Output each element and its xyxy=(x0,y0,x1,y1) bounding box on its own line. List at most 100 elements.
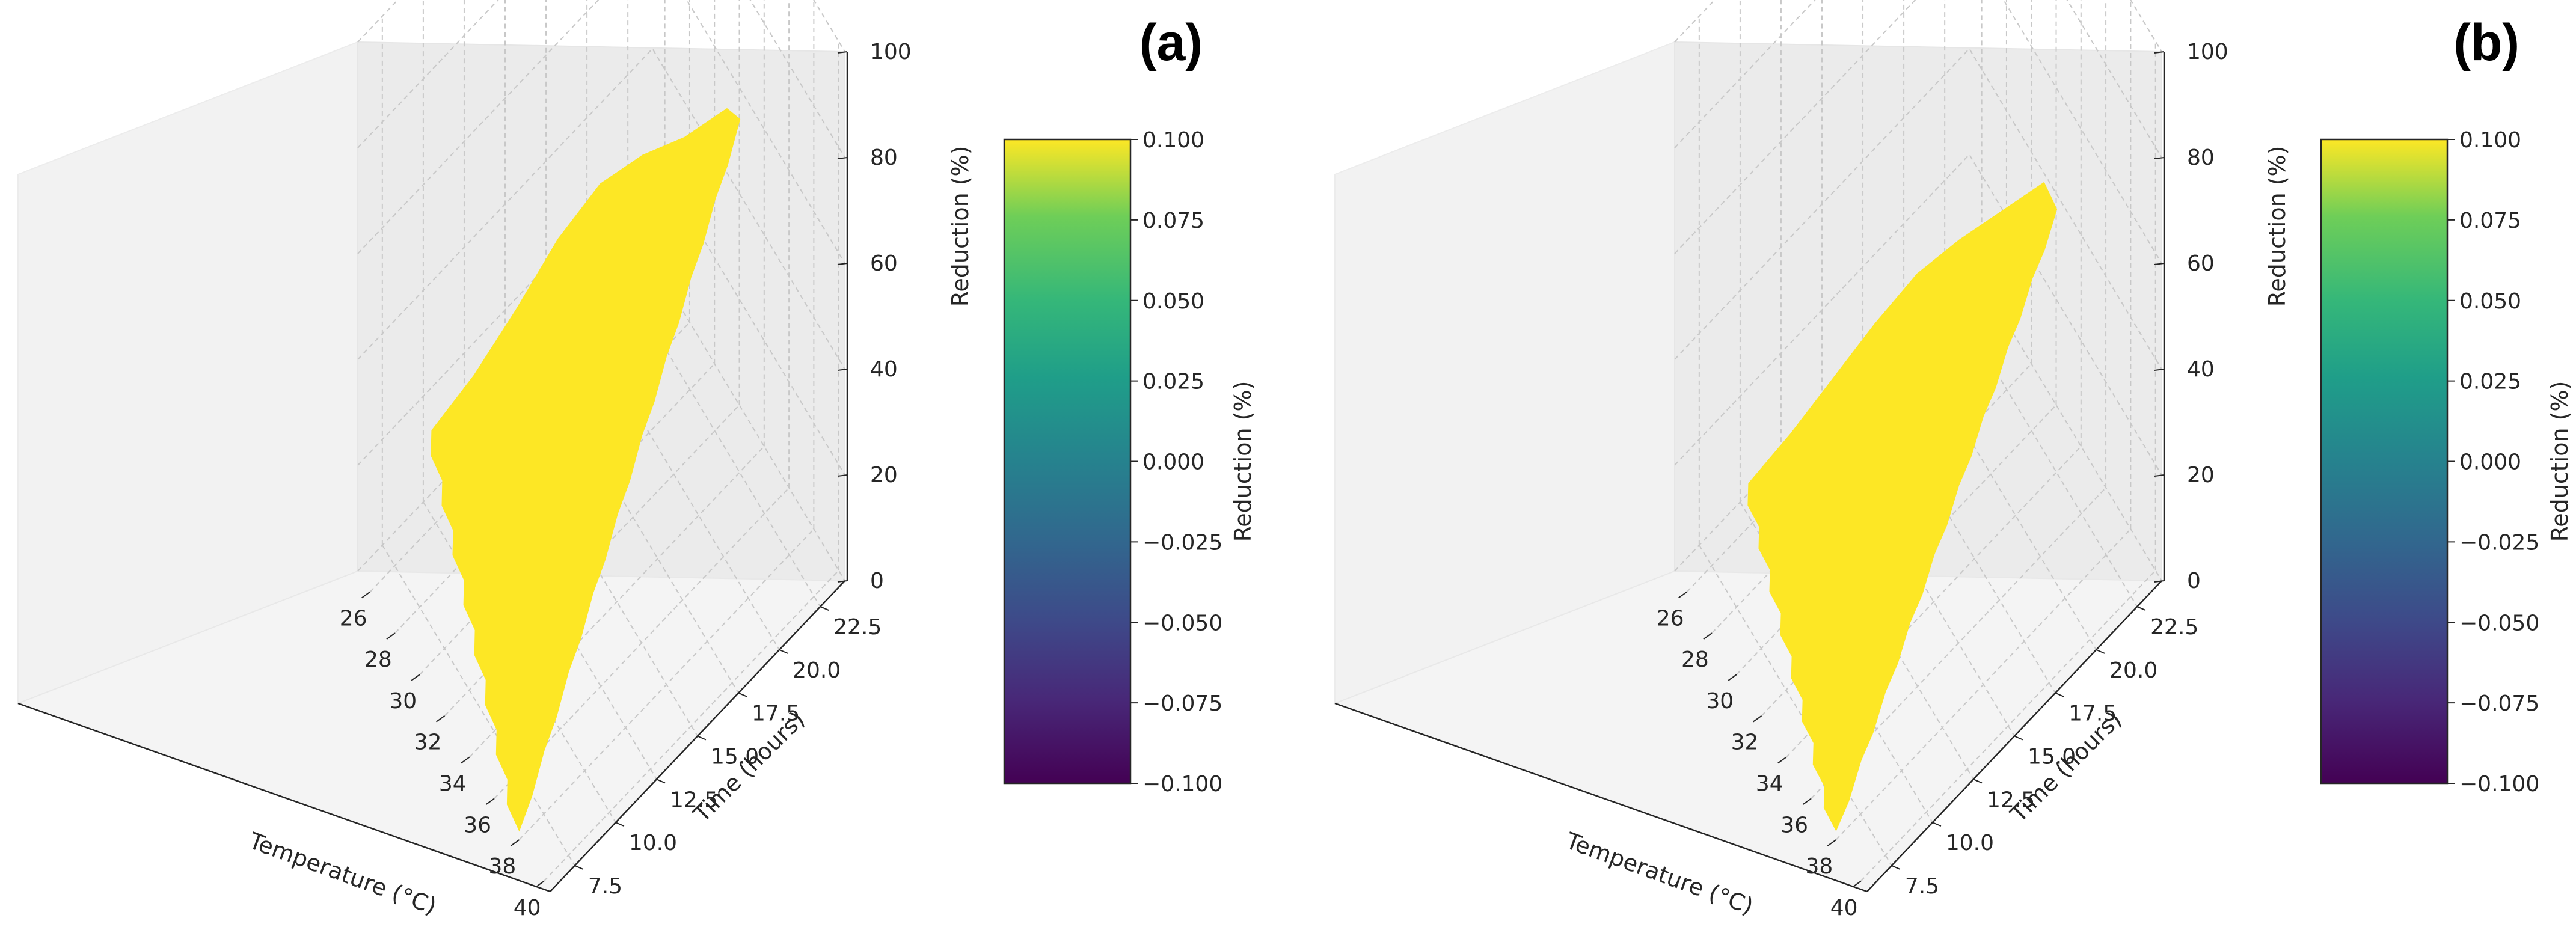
grid-y-floor xyxy=(381,545,575,866)
z-axis-label: Reduction (%) xyxy=(947,145,974,307)
colorbar-tick-label: 0.075 xyxy=(2459,209,2521,233)
colorbar-tick-label: 0.025 xyxy=(1142,370,1204,394)
colorbar-tick-label: 0.100 xyxy=(2459,128,2521,153)
y-tick-label: 12.5 xyxy=(670,788,718,812)
grid-x-floor xyxy=(1860,570,2156,882)
x-tick-mark xyxy=(461,756,470,764)
colorbar-label: Reduction (%) xyxy=(2547,381,2573,542)
chart-panel-b: 26 28 30 32 34 36 38 40 7.5 10.0 12.5 15.0 17.5 20.0 2… xyxy=(1333,0,2573,920)
z-tick-mark xyxy=(2154,51,2165,54)
grid-z xyxy=(357,47,845,370)
z-tick-label: 20 xyxy=(2187,463,2215,488)
grid-z xyxy=(357,0,845,158)
x-tick-mark xyxy=(1827,839,1836,846)
colorbar-label: Reduction (%) xyxy=(1230,381,1256,542)
z-tick-mark xyxy=(837,369,848,371)
grid-z xyxy=(357,0,845,264)
x-tick-label: 40 xyxy=(514,896,541,920)
x-tick-mark xyxy=(1728,674,1737,681)
z-tick-label: 0 xyxy=(870,569,884,593)
y-tick-label: 10.0 xyxy=(1946,831,1994,855)
x-tick-mark xyxy=(1777,756,1787,764)
z-tick-label: 100 xyxy=(2187,40,2228,64)
x-tick-label: 32 xyxy=(1731,730,1759,755)
colorbar-tick-label: 0.075 xyxy=(1142,209,1204,233)
z-tick-label: 40 xyxy=(870,357,898,382)
z-tick-mark xyxy=(837,580,848,583)
z-tick-mark xyxy=(837,157,848,159)
y-tick-mark xyxy=(656,778,666,784)
x-tick-label: 40 xyxy=(1830,896,1858,920)
y-tick-label: 15.0 xyxy=(711,745,759,769)
y-tick-label: 10.0 xyxy=(629,831,677,855)
z-tick-label: 40 xyxy=(2187,357,2215,382)
x-tick-label: 28 xyxy=(364,647,392,672)
x-tick-label: 32 xyxy=(414,730,442,755)
x-tick-label: 36 xyxy=(1780,813,1808,837)
grid-z xyxy=(1674,153,2162,476)
grid-z xyxy=(1674,259,2162,581)
z-tick-label: 80 xyxy=(2187,145,2215,170)
panel-label: (b) xyxy=(2453,14,2519,72)
y-tick-mark xyxy=(1891,864,1901,870)
y-tick-label: 20.0 xyxy=(793,658,841,683)
x-tick-mark xyxy=(361,591,371,599)
x-tick-mark xyxy=(1703,632,1713,640)
z-tick-label: 60 xyxy=(870,251,898,276)
z-tick-mark xyxy=(2154,157,2165,159)
colorbar-tick-label: 0.000 xyxy=(1142,450,1204,475)
colorbar xyxy=(2320,138,2449,785)
y-tick-label: 15.0 xyxy=(2028,745,2076,769)
x-tick-mark xyxy=(485,798,495,806)
z-tick-mark xyxy=(837,474,848,477)
y-tick-mark xyxy=(738,692,747,697)
x-tick-mark xyxy=(435,715,446,723)
colorbar-tick-label: 0.050 xyxy=(1142,289,1204,314)
y-tick-label: 22.5 xyxy=(833,615,882,640)
x-tick-label: 38 xyxy=(488,854,516,879)
x-tick-mark xyxy=(535,880,545,888)
colorbar-tick-label: −0.050 xyxy=(2459,611,2539,635)
x-tick-label: 34 xyxy=(439,771,467,796)
x-tick-mark xyxy=(510,839,520,846)
x-tick-mark xyxy=(411,674,420,681)
x-tick-label: 26 xyxy=(1657,606,1684,631)
y-tick-mark xyxy=(574,864,584,870)
colorbar-tick-label: 0.050 xyxy=(2459,289,2521,314)
y-tick-label: 17.5 xyxy=(2068,702,2117,726)
grid-z xyxy=(1674,0,2162,158)
reduction-surface xyxy=(1747,182,2058,831)
x-axis-line xyxy=(1334,702,1868,893)
z-tick-label: 20 xyxy=(870,463,898,488)
z-tick-mark xyxy=(2154,474,2165,477)
z-tick-label: 80 xyxy=(870,145,898,170)
colorbar-tick-label: 0.025 xyxy=(2459,370,2521,394)
y-tick-mark xyxy=(2136,606,2146,611)
grid-x-floor xyxy=(543,570,839,882)
colorbar-tick-label: 0.000 xyxy=(2459,450,2521,475)
grid-y-floor xyxy=(1698,545,1892,866)
x-tick-label: 36 xyxy=(464,813,491,837)
z-tick-mark xyxy=(2154,580,2165,583)
grid-z xyxy=(357,153,845,476)
colorbar-tick-label: −0.050 xyxy=(1142,611,1222,635)
y-tick-label: 17.5 xyxy=(752,702,800,726)
x-tick-label: 26 xyxy=(340,606,367,631)
y-tick-mark xyxy=(2096,649,2105,654)
x-axis-line xyxy=(17,702,551,893)
x-tick-label: 38 xyxy=(1805,854,1833,879)
x-tick-label: 30 xyxy=(1706,689,1734,714)
z-axis-label: Reduction (%) xyxy=(2264,145,2290,307)
colorbar-tick-label: 0.100 xyxy=(1142,128,1204,153)
x-tick-mark xyxy=(1678,591,1688,599)
x-tick-label: 34 xyxy=(1756,771,1783,796)
y-tick-label: 7.5 xyxy=(1905,874,1939,899)
x-tick-label: 30 xyxy=(389,689,417,714)
y-tick-label: 20.0 xyxy=(2109,658,2157,683)
x-tick-mark xyxy=(386,632,396,640)
colorbar-tick-label: −0.075 xyxy=(2459,691,2539,716)
x-tick-mark xyxy=(1852,880,1862,888)
z-tick-mark xyxy=(2154,369,2165,371)
colorbar-tick-label: −0.025 xyxy=(1142,530,1222,555)
